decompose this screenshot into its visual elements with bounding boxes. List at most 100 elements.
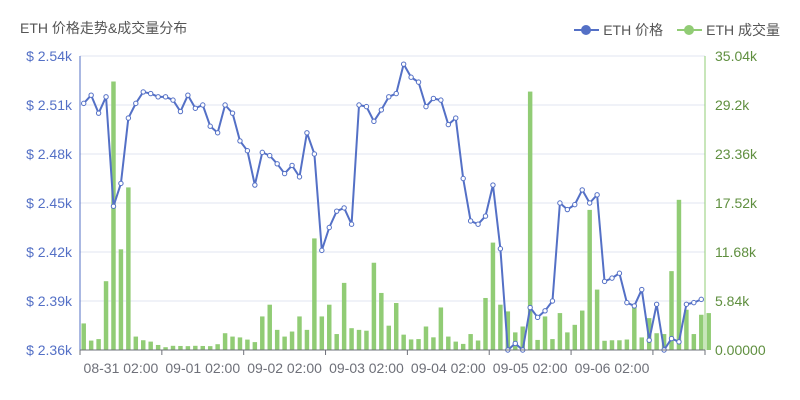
volume-bar (431, 337, 436, 350)
price-point (393, 90, 399, 97)
volume-bar (453, 341, 458, 350)
volume-bar (222, 333, 228, 350)
price-point (653, 301, 660, 307)
price-point (333, 208, 340, 214)
volume-bar (364, 330, 369, 350)
volume-bar (416, 339, 421, 350)
price-point (244, 148, 251, 154)
price-point (103, 94, 109, 100)
price-point (88, 92, 94, 98)
volume-bar (550, 339, 555, 350)
volume-bar (267, 304, 272, 350)
volume-bar (520, 326, 525, 350)
price-point (192, 105, 199, 111)
volume-bar (699, 314, 704, 350)
price-point (155, 94, 161, 100)
volume-bar (304, 329, 310, 350)
volume-bar (81, 323, 86, 350)
legend-swatch-volume (677, 23, 703, 37)
price-point (668, 335, 675, 342)
price-point (259, 149, 265, 156)
volume-bar (371, 262, 377, 350)
volume-bar (483, 297, 488, 350)
volume-bar (215, 344, 220, 350)
volume-bar (230, 336, 235, 350)
price-point (214, 130, 221, 136)
axes: $ 2.36k 0.00000 $ 2.39k 5.84k $ 2.42k 11.68k $… (26, 48, 766, 376)
volume-bar (654, 333, 659, 350)
price-point (229, 110, 236, 116)
volume-bar (327, 304, 332, 350)
price-point (341, 205, 347, 211)
price-point (445, 121, 452, 128)
volume-bar (274, 329, 280, 350)
price-point (222, 102, 228, 108)
price-point (691, 299, 697, 306)
volume-bar (446, 336, 451, 350)
price-point (326, 224, 332, 231)
volume-bar (594, 289, 600, 350)
volume-bar (237, 337, 243, 350)
x-tick-label: 08-31 02:00 (84, 360, 159, 376)
volume-bar (505, 311, 511, 350)
price-point (594, 192, 600, 198)
price-point (490, 182, 496, 188)
price-point (549, 298, 556, 304)
legend-item-volume[interactable]: ETH 成交量 (677, 20, 780, 40)
price-point (133, 100, 139, 107)
volume-bar (490, 242, 496, 350)
volume-bar (185, 346, 191, 350)
volume-bar (587, 209, 592, 350)
x-tick-label: 09-03 02:00 (329, 360, 404, 376)
price-point (512, 340, 518, 347)
price-point (683, 301, 690, 307)
price-point (207, 123, 213, 129)
y-left-tick-label: $ 2.54k (26, 48, 73, 64)
price-point (363, 103, 370, 110)
volume-bar (676, 199, 682, 350)
volume-bar (88, 340, 94, 350)
price-point (527, 304, 533, 311)
price-point (296, 174, 303, 180)
volume-bar (438, 307, 444, 350)
volume-bar (245, 339, 250, 350)
legend-swatch-price (574, 23, 600, 37)
price-point (646, 337, 652, 343)
price-point (564, 206, 571, 213)
volume-bar (498, 304, 503, 350)
volume-bar (126, 187, 131, 350)
volume-bar (252, 342, 258, 350)
price-point (609, 275, 615, 281)
price-point (274, 161, 280, 167)
volume-bar (401, 334, 406, 350)
price-point (319, 247, 325, 254)
price-point (497, 246, 504, 252)
price-point (110, 203, 117, 209)
volume-bar (96, 339, 101, 350)
price-point (81, 100, 87, 107)
y-right-tick-label: 35.04k (715, 48, 758, 64)
price-point (423, 103, 429, 110)
y-right-tick-label: 17.52k (715, 195, 758, 211)
price-point (534, 314, 541, 321)
legend[interactable]: ETH 价格 ETH 成交量 (574, 20, 780, 40)
price-point (311, 151, 318, 157)
price-point (289, 162, 295, 169)
volume-bar (475, 340, 481, 350)
price-point (557, 200, 563, 206)
price-point (400, 61, 407, 67)
y-right-tick-label: 11.68k (715, 244, 757, 260)
y-right-tick-label: 23.36k (715, 146, 758, 162)
price-point (482, 213, 489, 219)
price-point (601, 278, 608, 285)
price-point (267, 152, 273, 159)
legend-item-price[interactable]: ETH 价格 (574, 20, 663, 40)
y-left-tick-label: $ 2.36k (26, 342, 73, 358)
volume-bar (282, 336, 287, 350)
volume-bar (118, 249, 124, 350)
price-point (252, 182, 258, 188)
volume-bar (111, 81, 116, 351)
volume-bar (297, 316, 302, 350)
volume-bar (207, 346, 213, 350)
